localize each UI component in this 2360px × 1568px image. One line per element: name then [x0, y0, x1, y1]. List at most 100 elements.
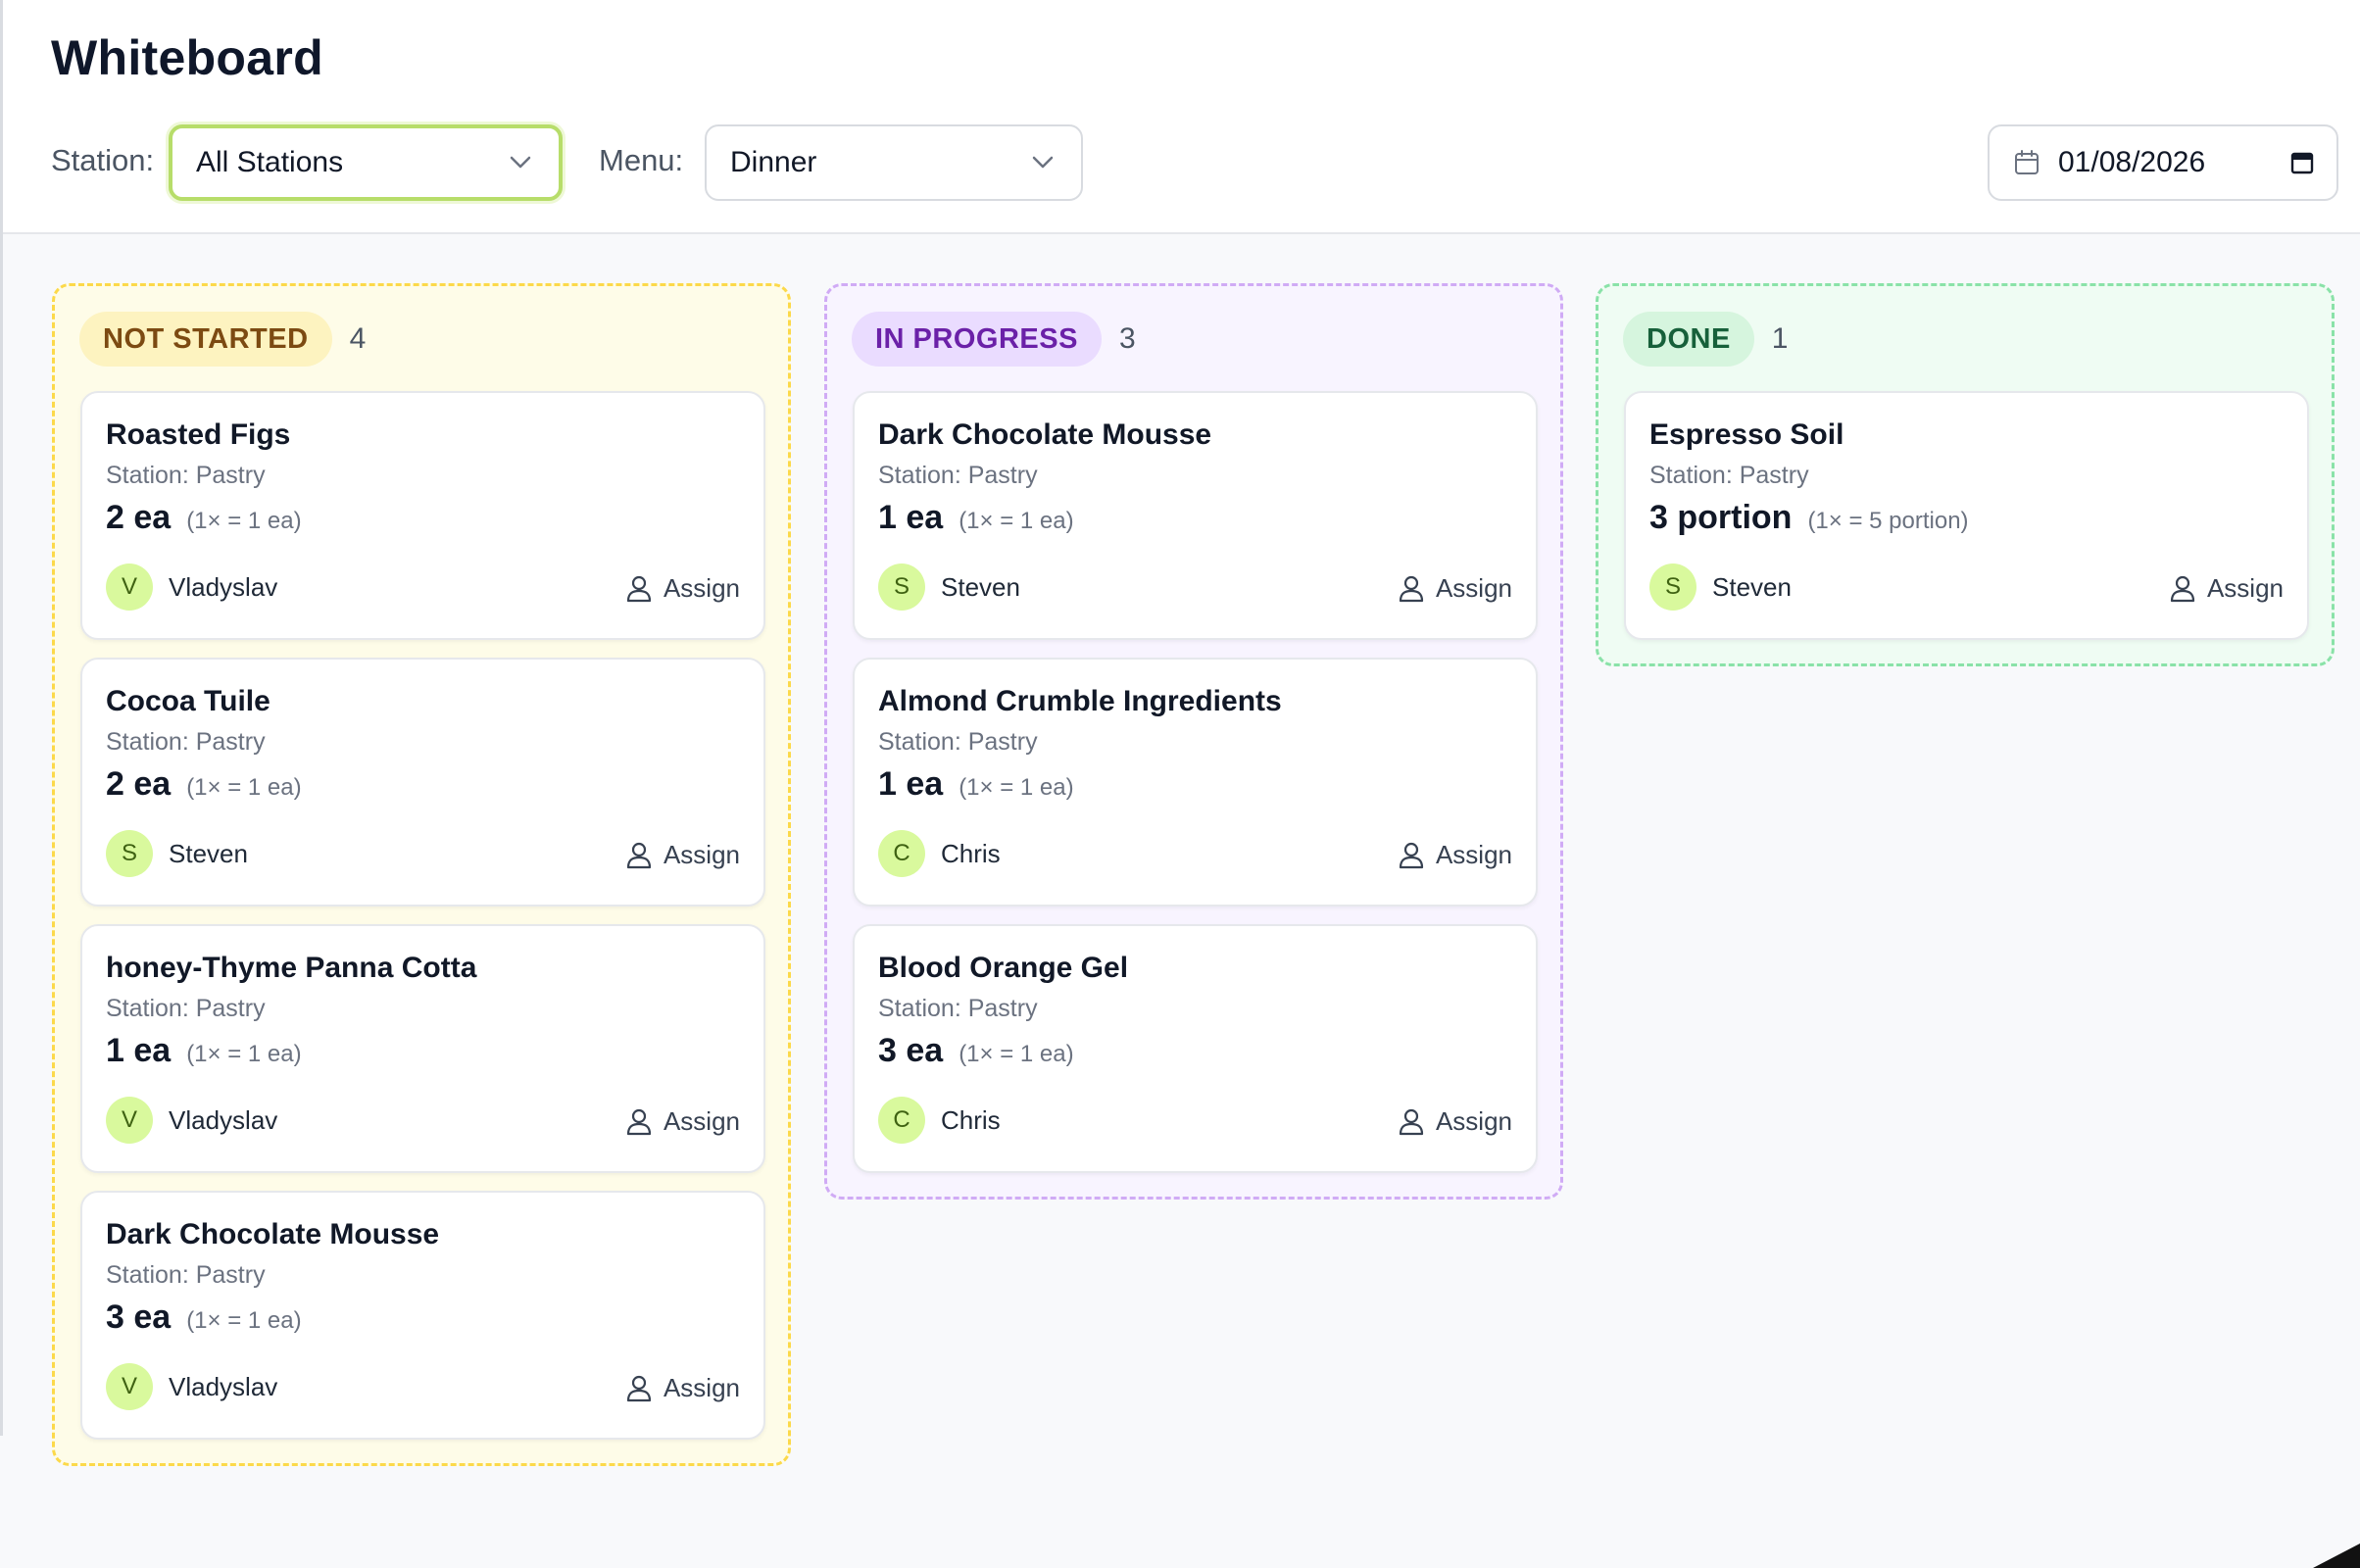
column-header: NOT STARTED 4: [79, 312, 366, 367]
page-title: Whiteboard: [51, 30, 323, 85]
assign-label: Assign: [663, 573, 740, 603]
assignee: V Vladyslav: [106, 1097, 277, 1144]
task-card[interactable]: Dark Chocolate Mousse Station: Pastry 1 …: [853, 391, 1538, 640]
assign-label: Assign: [1435, 840, 1512, 869]
assign-button[interactable]: Assign: [626, 573, 740, 604]
assign-button[interactable]: Assign: [626, 840, 740, 870]
task-quantity: 2 ea (1× = 1 ea): [106, 765, 302, 804]
assign-button[interactable]: Assign: [1399, 1106, 1512, 1137]
task-station: Station: Pastry: [878, 728, 1038, 756]
task-name: Cocoa Tuile: [106, 685, 270, 717]
task-station: Station: Pastry: [106, 995, 266, 1022]
assign-button[interactable]: Assign: [626, 1106, 740, 1137]
column-count: 3: [1118, 322, 1136, 355]
task-station: Station: Pastry: [106, 728, 266, 756]
quantity-value: 3 ea: [106, 1298, 172, 1336]
task-name: Dark Chocolate Mousse: [106, 1218, 440, 1250]
assignee: S Steven: [106, 830, 248, 877]
assign-button[interactable]: Assign: [1399, 840, 1512, 870]
avatar: C: [878, 1097, 925, 1144]
quantity-conversion: (1× = 1 ea): [959, 1041, 1074, 1067]
column-header: IN PROGRESS 3: [852, 312, 1136, 367]
station-filter-label: Station:: [51, 143, 155, 177]
task-card[interactable]: honey-Thyme Panna Cotta Station: Pastry …: [80, 924, 765, 1173]
quantity-value: 2 ea: [106, 499, 172, 536]
task-station: Station: Pastry: [878, 462, 1038, 489]
user-icon: [1399, 1108, 1424, 1135]
assign-label: Assign: [2206, 573, 2284, 603]
column-in-progress: IN PROGRESS 3 Dark Chocolate Mousse Stat…: [824, 283, 1563, 1200]
task-quantity: 1 ea (1× = 1 ea): [878, 499, 1074, 537]
assignee-name: Vladyslav: [169, 571, 278, 602]
assignee: C Chris: [878, 1097, 1001, 1144]
assignee-name: Steven: [1712, 571, 1792, 602]
assign-label: Assign: [1435, 573, 1512, 603]
assignee: V Vladyslav: [106, 564, 277, 611]
window-corner: [2313, 1544, 2360, 1568]
assignee: S Steven: [1649, 564, 1792, 611]
assignee: C Chris: [878, 830, 1001, 877]
status-badge: DONE: [1623, 312, 1754, 367]
avatar: V: [106, 564, 153, 611]
assignee-name: Chris: [941, 1104, 1001, 1135]
task-quantity: 3 portion (1× = 5 portion): [1649, 499, 1969, 537]
assign-button[interactable]: Assign: [2170, 573, 2284, 604]
calendar-picker-icon[interactable]: [2289, 150, 2315, 175]
task-station: Station: Pastry: [106, 462, 266, 489]
task-station: Station: Pastry: [1649, 462, 1809, 489]
task-card[interactable]: Roasted Figs Station: Pastry 2 ea (1× = …: [80, 391, 765, 640]
user-icon: [1399, 575, 1424, 602]
avatar: S: [878, 564, 925, 611]
user-icon: [626, 1108, 652, 1135]
chevron-down-icon: [1032, 156, 1054, 169]
assignee-name: Vladyslav: [169, 1104, 278, 1135]
task-quantity: 3 ea (1× = 1 ea): [106, 1298, 302, 1337]
quantity-conversion: (1× = 1 ea): [959, 508, 1074, 534]
task-card[interactable]: Cocoa Tuile Station: Pastry 2 ea (1× = 1…: [80, 658, 765, 906]
task-card[interactable]: Almond Crumble Ingredients Station: Past…: [853, 658, 1538, 906]
assignee: V Vladyslav: [106, 1363, 277, 1410]
assignee-name: Steven: [941, 571, 1020, 602]
quantity-value: 1 ea: [106, 1032, 172, 1069]
quantity-conversion: (1× = 1 ea): [186, 774, 302, 801]
quantity-value: 1 ea: [878, 765, 944, 803]
task-name: Roasted Figs: [106, 418, 291, 451]
assign-label: Assign: [663, 840, 740, 869]
avatar: C: [878, 830, 925, 877]
avatar: V: [106, 1363, 153, 1410]
task-card[interactable]: Espresso Soil Station: Pastry 3 portion …: [1624, 391, 2309, 640]
task-quantity: 2 ea (1× = 1 ea): [106, 499, 302, 537]
avatar: V: [106, 1097, 153, 1144]
station-select-value: All Stations: [196, 146, 344, 178]
chevron-down-icon: [510, 156, 531, 169]
date-value: 01/08/2026: [2058, 146, 2206, 178]
quantity-conversion: (1× = 5 portion): [1807, 508, 1969, 534]
task-card[interactable]: Dark Chocolate Mousse Station: Pastry 3 …: [80, 1191, 765, 1440]
user-icon: [626, 575, 652, 602]
assign-button[interactable]: Assign: [1399, 573, 1512, 604]
column-done: DONE 1 Espresso Soil Station: Pastry 3 p…: [1596, 283, 2335, 666]
task-station: Station: Pastry: [878, 995, 1038, 1022]
menu-select[interactable]: Dinner: [705, 124, 1083, 201]
quantity-value: 3 ea: [878, 1032, 944, 1069]
task-quantity: 1 ea (1× = 1 ea): [878, 765, 1074, 804]
quantity-value: 1 ea: [878, 499, 944, 536]
column-header: DONE 1: [1623, 312, 1788, 367]
user-icon: [626, 842, 652, 868]
avatar: S: [1649, 564, 1696, 611]
quantity-conversion: (1× = 1 ea): [186, 1041, 302, 1067]
task-card[interactable]: Blood Orange Gel Station: Pastry 3 ea (1…: [853, 924, 1538, 1173]
assignee-name: Vladyslav: [169, 1371, 278, 1401]
status-badge: NOT STARTED: [79, 312, 332, 367]
user-icon: [1399, 842, 1424, 868]
left-edge-border: [0, 0, 3, 1436]
user-icon: [2170, 575, 2195, 602]
station-select[interactable]: All Stations: [169, 124, 563, 201]
task-station: Station: Pastry: [106, 1261, 266, 1289]
quantity-value: 2 ea: [106, 765, 172, 803]
quantity-value: 3 portion: [1649, 499, 1793, 536]
menu-filter-label: Menu:: [599, 143, 684, 177]
date-input[interactable]: 01/08/2026: [1988, 124, 2338, 201]
assign-button[interactable]: Assign: [626, 1373, 740, 1403]
